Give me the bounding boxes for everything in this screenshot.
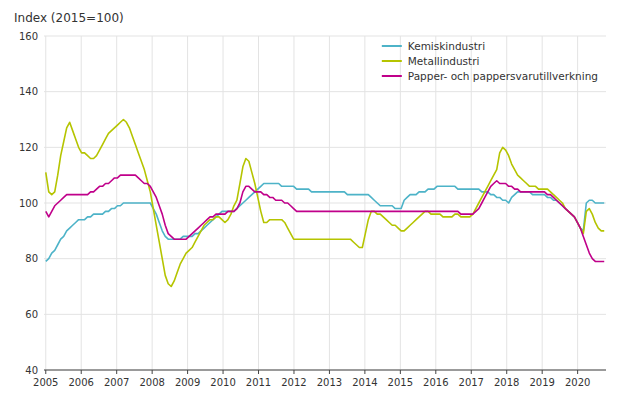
x-tick (542, 370, 543, 374)
x-grid-line (187, 36, 188, 370)
x-grid-line (471, 36, 472, 370)
x-grid-line (293, 36, 294, 370)
x-grid-line (577, 36, 578, 370)
x-tick (116, 370, 117, 374)
series-line (46, 120, 604, 287)
legend-item: Metallindustri (382, 55, 480, 67)
x-grid-line (400, 36, 401, 370)
x-tick-label: 2014 (352, 377, 377, 388)
x-tick-label: 2006 (69, 377, 94, 388)
legend-label: Kemiskindustri (408, 40, 485, 52)
legend-swatch (382, 45, 402, 47)
y-tick-label: 160 (19, 31, 38, 42)
x-grid-line (329, 36, 330, 370)
x-tick-label: 2018 (494, 377, 519, 388)
x-tick (223, 370, 224, 374)
x-tick-label: 2019 (529, 377, 554, 388)
series-line (46, 184, 604, 262)
x-tick-label: 2011 (246, 377, 271, 388)
y-tick-label: 80 (25, 253, 38, 264)
x-grid-line (364, 36, 365, 370)
y-tick-label: 140 (19, 86, 38, 97)
legend-item: Kemiskindustri (382, 40, 485, 52)
x-tick-label: 2012 (281, 377, 306, 388)
x-tick (506, 370, 507, 374)
x-tick-label: 2009 (175, 377, 200, 388)
x-tick-label: 2015 (388, 377, 413, 388)
x-axis-line (44, 370, 606, 371)
lines (46, 120, 604, 287)
x-grid-line (81, 36, 82, 370)
x-tick (329, 370, 330, 374)
x-grid-line (116, 36, 117, 370)
x-tick-label: 2007 (104, 377, 129, 388)
y-tick-label: 40 (25, 365, 38, 376)
y-grid-line (44, 91, 606, 92)
x-tick (577, 370, 578, 374)
x-tick (258, 370, 259, 374)
y-tick-label: 60 (25, 309, 38, 320)
x-tick-label: 2010 (210, 377, 235, 388)
y-grid-line (44, 147, 606, 148)
legend-swatch (382, 75, 402, 77)
x-tick (45, 370, 46, 374)
x-tick (435, 370, 436, 374)
legend-label: Metallindustri (408, 55, 480, 67)
chart: 2005 2006 2007 2008 2009 2010 2011 2012 2013 2014… (0, 0, 620, 400)
x-tick-label: 2008 (139, 377, 164, 388)
axes: 2005 2006 2007 2008 2009 2010 2011 2012 2013 2014… (19, 31, 590, 389)
x-tick-label: 2017 (459, 377, 484, 388)
x-tick (400, 370, 401, 374)
x-tick (471, 370, 472, 374)
x-tick (81, 370, 82, 374)
legend-swatch (382, 60, 402, 62)
x-grid-line (223, 36, 224, 370)
x-tick-label: 2013 (317, 377, 342, 388)
legend-label: Papper- och pappersvarutillverkning (408, 70, 598, 82)
x-grid-line (435, 36, 436, 370)
y-tick-label: 120 (19, 142, 38, 153)
x-grid-line (45, 36, 46, 370)
y-grid-line (44, 314, 606, 315)
x-tick (364, 370, 365, 374)
legend: Kemiskindustri Metallindustri Papper- och … (382, 40, 598, 82)
y-grid-line (44, 36, 606, 37)
title: Index (2015=100) (14, 11, 124, 25)
x-tick (152, 370, 153, 374)
x-tick-label: 2005 (33, 377, 58, 388)
x-tick-label: 2016 (423, 377, 448, 388)
x-grid-line (542, 36, 543, 370)
x-tick (187, 370, 188, 374)
y-grid-line (44, 258, 606, 259)
x-tick (293, 370, 294, 374)
x-grid-line (506, 36, 507, 370)
series-line (46, 175, 604, 261)
x-tick-label: 2020 (565, 377, 590, 388)
y-tick-label: 100 (19, 198, 38, 209)
y-grid-line (44, 370, 606, 371)
grid (44, 36, 606, 370)
legend-item: Papper- och pappersvarutillverkning (382, 70, 598, 82)
